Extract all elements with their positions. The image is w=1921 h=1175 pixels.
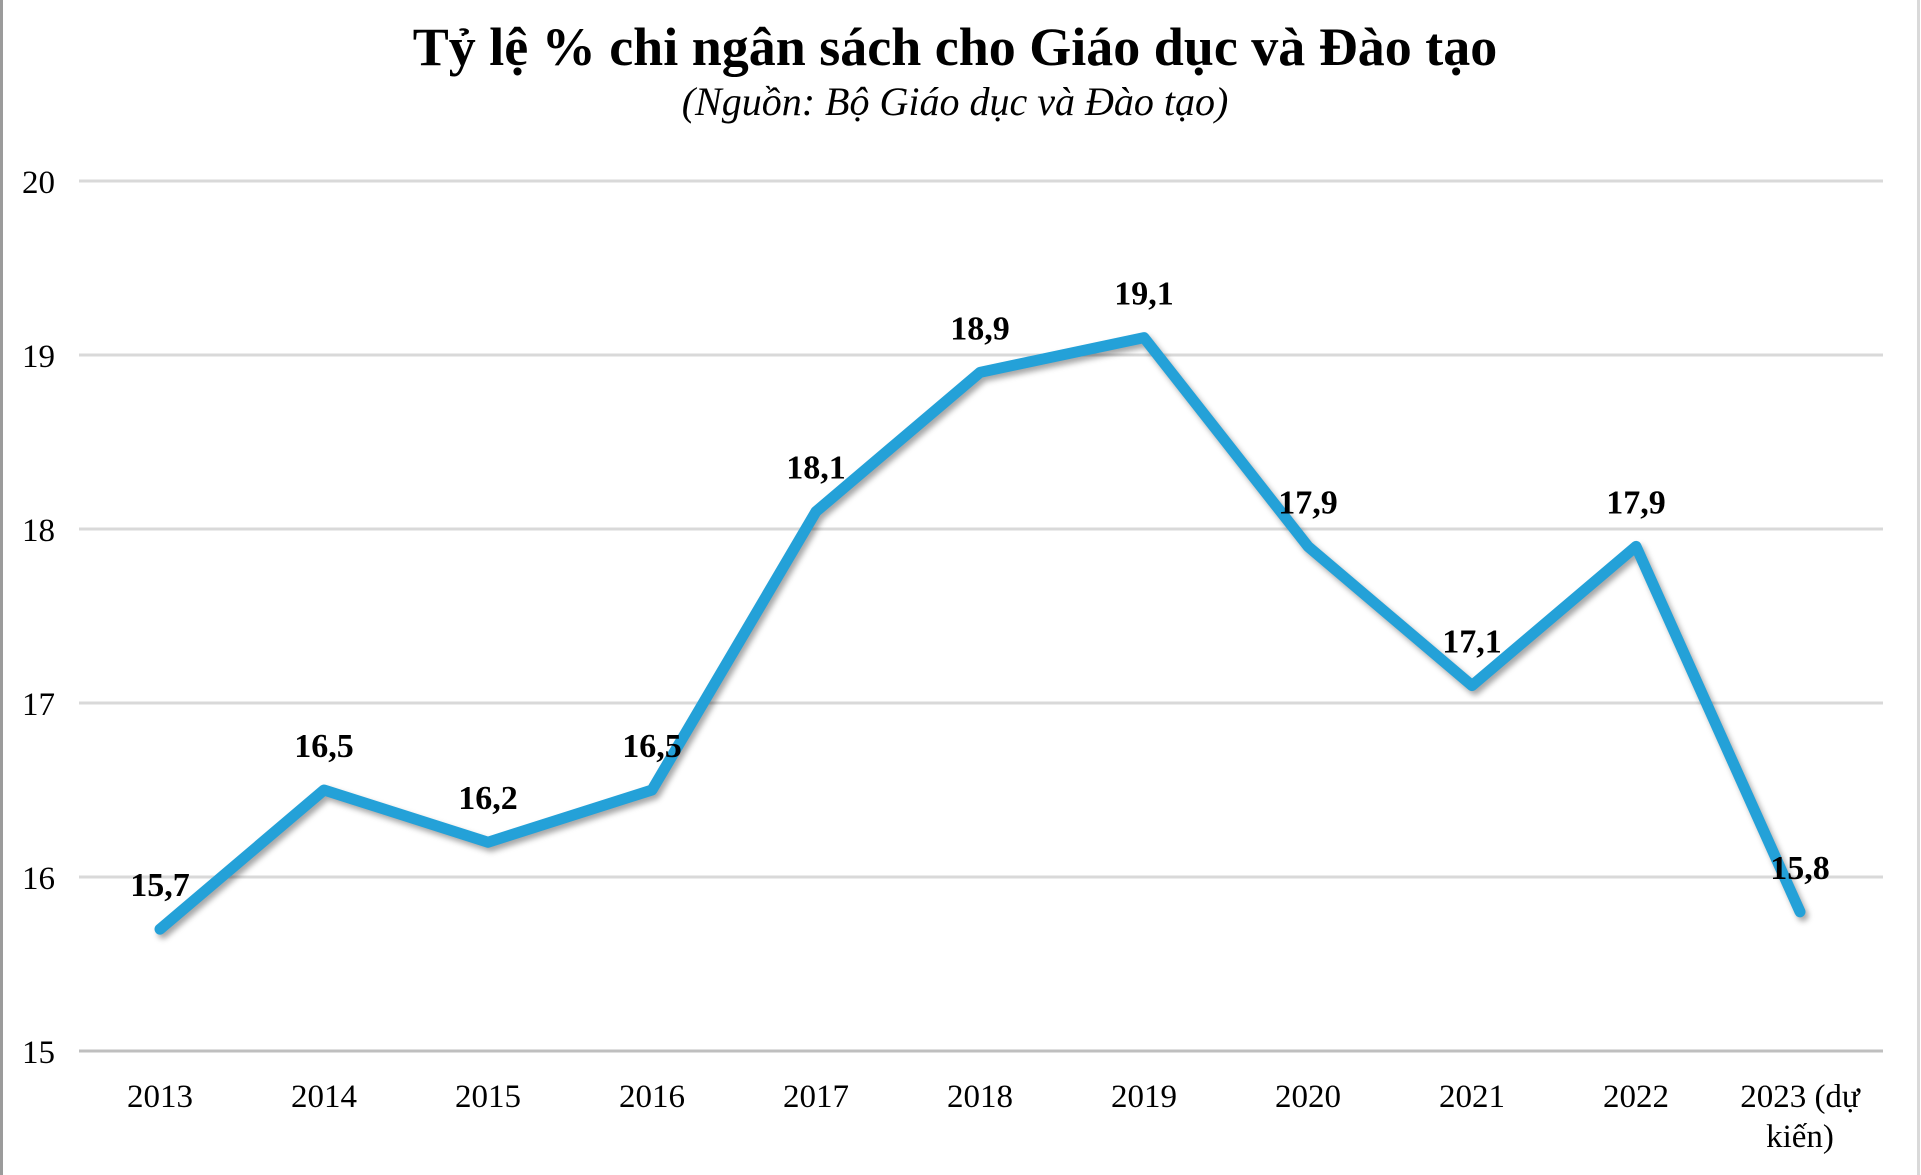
data-label-2014: 16,5 — [294, 728, 354, 765]
chart-subtitle: (Nguồn: Bộ Giáo dục và Đào tạo) — [681, 79, 1229, 124]
data-label-2021: 17,1 — [1442, 624, 1502, 661]
x-tick-label-2018: 2018 — [947, 1079, 1013, 1115]
x-tick-label-2023: 2023 (dự — [1740, 1079, 1861, 1115]
y-tick-label-20: 20 — [22, 165, 55, 201]
data-label-2018: 18,9 — [950, 310, 1010, 347]
y-tick-label-17: 17 — [22, 687, 55, 723]
y-tick-label-16: 16 — [22, 861, 55, 897]
data-label-2023: 15,8 — [1770, 850, 1830, 887]
y-tick-label-19: 19 — [22, 339, 55, 375]
x-tick-label-2019: 2019 — [1111, 1079, 1177, 1115]
data-label-2013: 15,7 — [130, 867, 190, 904]
data-label-2019: 19,1 — [1114, 276, 1174, 313]
x-tick-label-2014: 2014 — [291, 1079, 357, 1115]
x-tick-label-2022: 2022 — [1603, 1079, 1669, 1115]
x-tick-label-2021: 2021 — [1439, 1079, 1505, 1115]
x-tick-label-2015: 2015 — [455, 1079, 521, 1115]
series-line — [154, 332, 1806, 935]
data-label-2015: 16,2 — [458, 780, 518, 817]
x-tick-label-2020: 2020 — [1275, 1079, 1341, 1115]
x-tick-label-2017: 2017 — [783, 1079, 849, 1115]
x-tick-label-2013: 2013 — [127, 1079, 193, 1115]
y-tick-label-18: 18 — [22, 513, 55, 549]
data-label-2022: 17,9 — [1606, 484, 1666, 521]
chart-title: Tỷ lệ % chi ngân sách cho Giáo dục và Đà… — [412, 17, 1498, 77]
y-tick-label-15: 15 — [22, 1035, 55, 1071]
x-tick-label-2016: 2016 — [619, 1079, 685, 1115]
data-label-2016: 16,5 — [622, 728, 682, 765]
data-label-2017: 18,1 — [786, 450, 846, 487]
data-label-2020: 17,9 — [1278, 484, 1338, 521]
x-tick-label-2023-line2: kiến) — [1766, 1119, 1834, 1155]
